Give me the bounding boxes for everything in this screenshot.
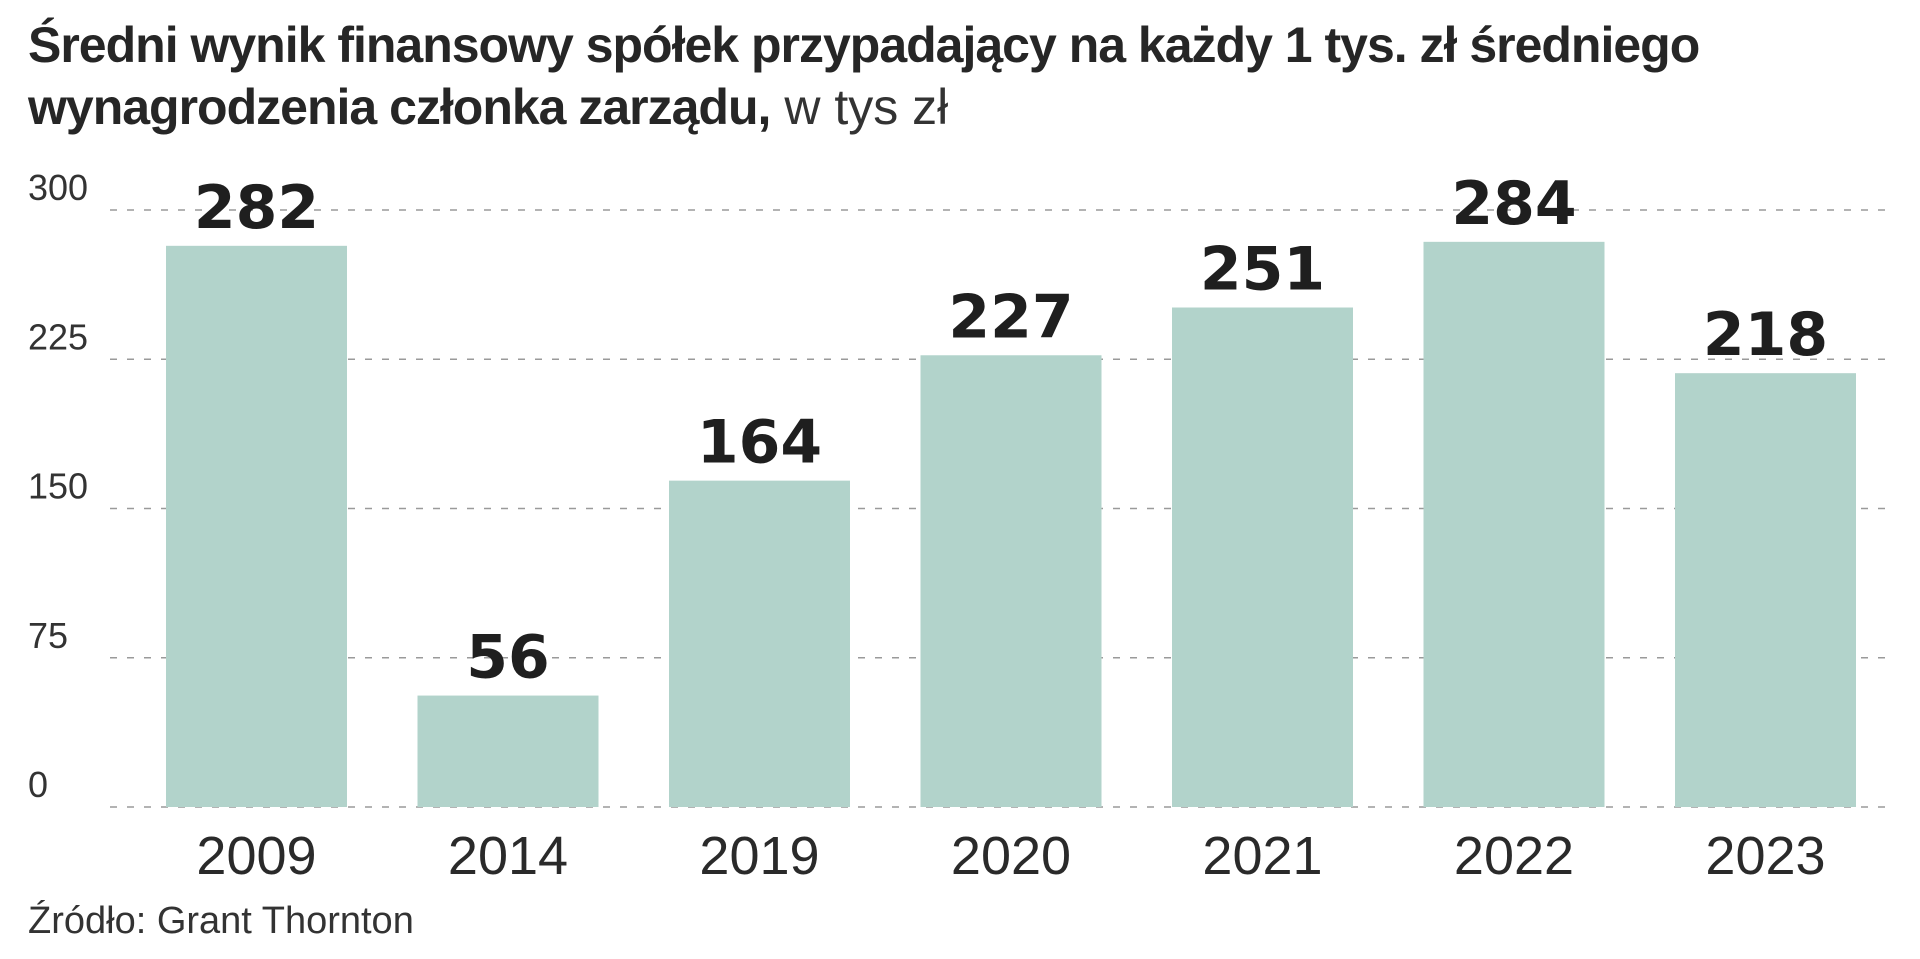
value-label-2014: 56: [466, 623, 550, 693]
bar-2021: [1172, 307, 1353, 807]
bar-2023: [1675, 373, 1856, 807]
x-tick-label-2020: 2020: [951, 826, 1071, 886]
value-label-2021: 251: [1200, 235, 1325, 305]
bar-2009: [166, 245, 347, 807]
bars: [166, 241, 1856, 808]
bar-2020: [920, 355, 1102, 807]
bar-2019: [669, 480, 850, 807]
value-label-2020: 227: [948, 282, 1073, 352]
x-tick-label-2009: 2009: [196, 826, 316, 886]
x-axis-labels: 2009 2014 2019 2020 2021 2022 2023: [196, 826, 1825, 886]
x-tick-label-2021: 2021: [1202, 826, 1322, 886]
x-tick-label-2022: 2022: [1454, 826, 1574, 886]
source-note: Źródło: Grant Thornton: [28, 900, 414, 942]
y-tick-label-300: 300: [28, 167, 88, 208]
y-tick-label-150: 150: [28, 466, 88, 507]
x-tick-label-2019: 2019: [699, 826, 819, 886]
value-label-2019: 164: [697, 408, 822, 478]
value-label-2022: 284: [1451, 169, 1576, 239]
value-labels: 282 56 164 227 251 284 218: [194, 169, 1828, 693]
bar-2014: [417, 695, 599, 807]
x-tick-label-2014: 2014: [448, 826, 568, 886]
value-label-2023: 218: [1703, 300, 1828, 370]
y-tick-label-75: 75: [28, 615, 68, 656]
y-axis-tick-labels: 0 75 150 225 300: [28, 167, 88, 805]
bar-2022: [1423, 241, 1605, 808]
x-tick-label-2023: 2023: [1705, 826, 1825, 886]
chart-title-main: Średni wynik finansowy spółek przypadają…: [28, 17, 1700, 135]
y-tick-label-0: 0: [28, 764, 48, 805]
y-tick-label-225: 225: [28, 316, 88, 357]
chart-title: Średni wynik finansowy spółek przypadają…: [28, 14, 1888, 138]
chart-title-unit: w tys zł: [770, 79, 949, 135]
value-label-2009: 282: [194, 173, 319, 243]
